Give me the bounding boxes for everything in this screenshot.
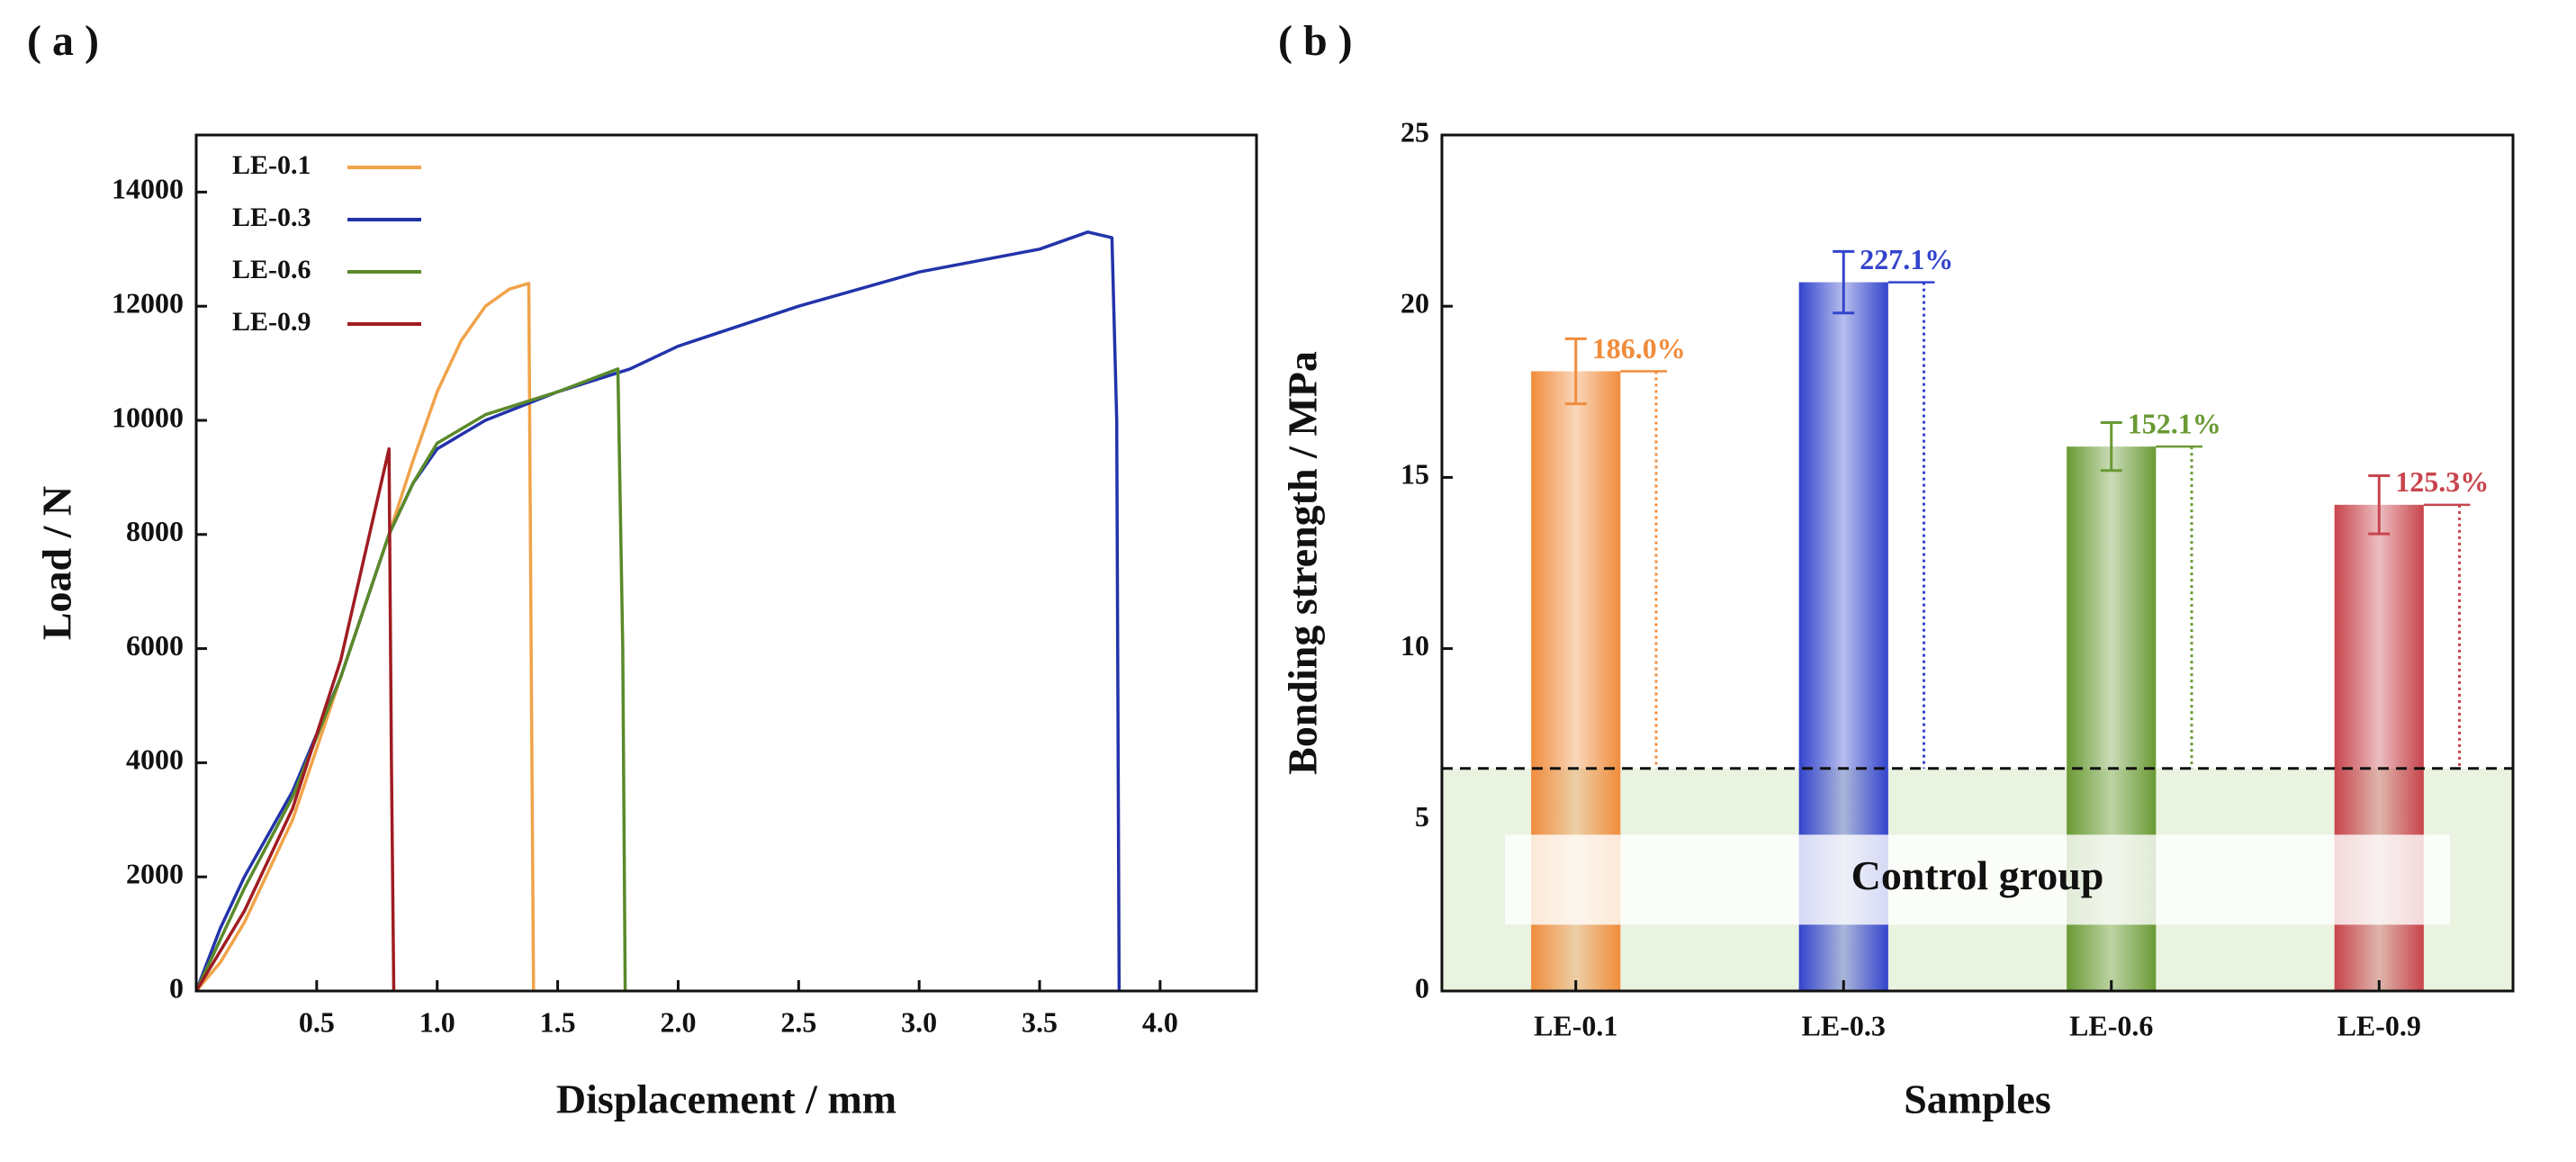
error-bar xyxy=(1564,337,1587,406)
y-tick-label: 6000 xyxy=(126,629,184,662)
error-bar xyxy=(2368,473,2391,536)
x-tick-label: 3.5 xyxy=(1022,1005,1058,1038)
x-axis-title: Samples xyxy=(1904,1076,2051,1122)
x-tick-label: 0.5 xyxy=(299,1005,335,1038)
panel-label: ( b ) xyxy=(1278,17,1353,65)
x-axis-title: Displacement / mm xyxy=(556,1076,896,1122)
y-tick-label: 15 xyxy=(1401,458,1429,491)
y-tick-label: 10000 xyxy=(112,401,184,433)
y-tick-label: 10 xyxy=(1401,629,1429,662)
plot-frame xyxy=(1440,133,2515,993)
x-tick-label: 3.0 xyxy=(901,1005,937,1038)
line-series xyxy=(194,367,627,992)
x-tick-label: LE-0.9 xyxy=(2337,1009,2421,1041)
x-tick-label: 2.0 xyxy=(660,1005,696,1038)
y-tick-label: 5 xyxy=(1415,800,1429,833)
control-label-box xyxy=(1505,834,2450,925)
y-tick-label: 25 xyxy=(1401,115,1429,148)
x-tick-label: LE-0.1 xyxy=(1534,1009,1617,1041)
percent-label: 186.0% xyxy=(1592,332,1686,365)
y-tick-label: 20 xyxy=(1401,287,1429,320)
y-axis-title: Bonding strength / MPa xyxy=(1280,351,1326,775)
y-tick-label: 2000 xyxy=(126,858,184,890)
error-bar xyxy=(2100,421,2122,473)
x-tick-label: 4.0 xyxy=(1142,1005,1178,1038)
plot-frame xyxy=(194,133,1258,993)
control-label: Control group xyxy=(1851,852,2104,898)
legend-label: LE-0.1 xyxy=(232,150,311,180)
percent-label: 125.3% xyxy=(2395,465,2489,498)
x-tick-label: 1.5 xyxy=(540,1005,576,1038)
legend-label: LE-0.3 xyxy=(232,203,311,232)
percent-label: 227.1% xyxy=(1860,243,1953,275)
line-series xyxy=(194,282,536,993)
x-tick-label: 1.0 xyxy=(419,1005,455,1038)
y-axis-title: Load / N xyxy=(34,486,80,640)
y-tick-label: 14000 xyxy=(112,173,184,205)
line-series xyxy=(194,230,1121,992)
y-tick-label: 8000 xyxy=(126,515,184,547)
y-tick-label: 4000 xyxy=(126,743,184,776)
legend-label: LE-0.9 xyxy=(232,307,311,337)
percent-label: 152.1% xyxy=(2128,408,2221,440)
x-tick-label: LE-0.3 xyxy=(1802,1009,1886,1041)
error-bar xyxy=(1833,249,1855,315)
y-tick-label: 0 xyxy=(1415,971,1429,1004)
y-tick-label: 12000 xyxy=(112,287,184,320)
x-tick-label: 2.5 xyxy=(780,1005,816,1038)
line-series xyxy=(194,446,396,992)
y-tick-label: 0 xyxy=(169,971,184,1004)
legend-label: LE-0.6 xyxy=(232,255,311,284)
x-tick-label: LE-0.6 xyxy=(2069,1009,2153,1041)
panel-label: ( a ) xyxy=(27,17,99,65)
